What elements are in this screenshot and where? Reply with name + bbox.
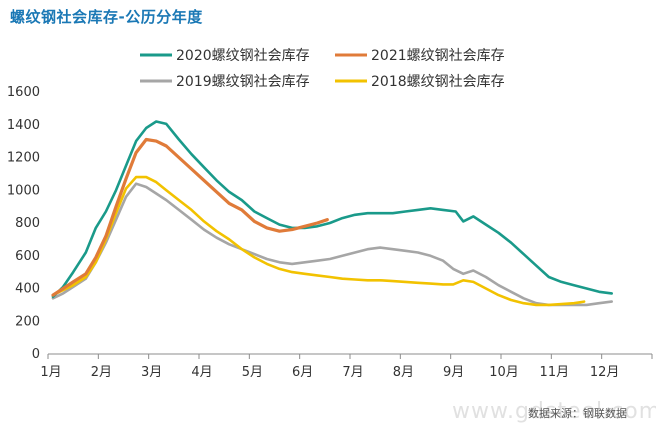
y-tick-label: 800: [15, 216, 40, 231]
watermark-text: www.gdsteel.com: [452, 399, 656, 424]
y-tick-label: 200: [15, 314, 40, 329]
x-tick-label: 8月: [393, 365, 414, 380]
series-line: [51, 175, 586, 307]
series-line: [51, 182, 613, 307]
legend-label: 2018螺纹钢社会库存: [371, 74, 505, 90]
x-tick-label: 4月: [191, 365, 212, 380]
x-tick-label: 2月: [91, 365, 112, 380]
x-tick-label: 7月: [342, 365, 363, 380]
y-tick-label: 0: [32, 347, 40, 362]
x-tick-label: 12月: [590, 365, 620, 380]
source-note: 数据来源：钢联数据: [528, 407, 627, 420]
legend-label: 2021螺纹钢社会库存: [371, 48, 505, 64]
x-tick-label: 3月: [141, 365, 162, 380]
x-tick-label: 1月: [40, 365, 61, 380]
y-tick-label: 600: [15, 249, 40, 264]
y-tick-label: 1400: [7, 118, 40, 133]
chart-title: 螺纹钢社会库存-公历分年度: [10, 8, 203, 26]
x-tick-label: 5月: [242, 365, 263, 380]
y-tick-label: 400: [15, 282, 40, 297]
series-line: [51, 120, 613, 298]
x-tick-label: 10月: [489, 365, 519, 380]
y-tick-label: 1200: [7, 151, 40, 166]
y-tick-label: 1000: [7, 183, 40, 198]
series-line: [51, 137, 329, 297]
legend-label: 2019螺纹钢社会库存: [176, 74, 310, 90]
x-tick-label: 9月: [443, 365, 464, 380]
legend-label: 2020螺纹钢社会库存: [176, 48, 310, 64]
x-tick-label: 11月: [540, 365, 570, 380]
x-tick-label: 6月: [292, 365, 313, 380]
y-tick-label: 1600: [7, 85, 40, 100]
